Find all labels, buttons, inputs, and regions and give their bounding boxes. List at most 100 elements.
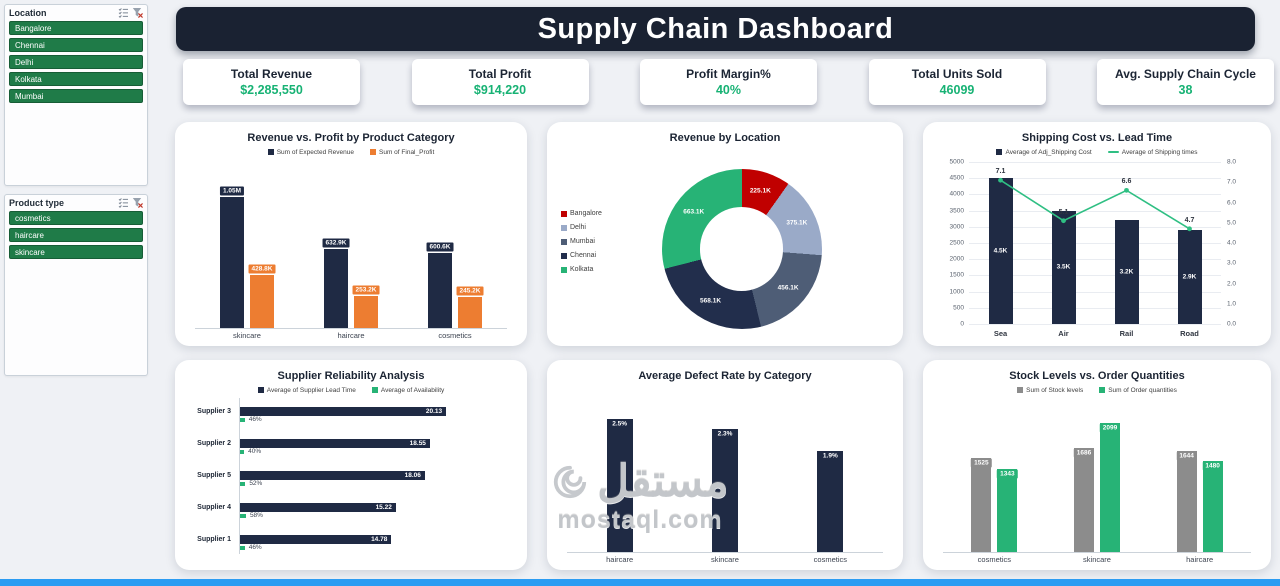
left-axis-tick: 1000 (949, 288, 964, 296)
bar-skincare-sum-of-final-profit (250, 275, 274, 328)
slice-label-delhi: 375.1K (783, 218, 811, 228)
bar-cosmetics-average-of-defect-rates (817, 451, 844, 552)
availability-label: 46% (248, 415, 262, 423)
x-axis-label: haircare (1186, 555, 1214, 564)
y-axis-line (239, 398, 240, 554)
line-point-label: 7.1 (995, 168, 1006, 176)
x-axis-label: Sea (993, 329, 1008, 338)
slicer-header-icons (118, 197, 143, 208)
legend-swatch (257, 387, 264, 393)
availability-bar-supplier-2 (240, 450, 245, 454)
x-axis-label: haircare (606, 555, 634, 564)
chart-card-stock-vs-order: Stock Levels vs. Order Quantities Sum of… (923, 360, 1271, 570)
right-axis-tick: 3.0 (1227, 259, 1237, 267)
bar-value-label: 1686 (1073, 448, 1095, 458)
legend-item-average-of-shipping-times: Average of Shipping times (1107, 149, 1198, 156)
legend-item-bangalore: Bangalore (561, 210, 602, 217)
x-axis-line (195, 328, 507, 329)
chart-card-supplier-reliability: Supplier Reliability Analysis Average of… (175, 360, 527, 570)
kpi-label: Total Revenue (230, 67, 313, 81)
slice-label-chennai: 568.1K (697, 296, 725, 306)
chart-plot: 0 500 1000 1500 2000 2500 3000 3500 4000 4500 5000… (933, 156, 1261, 342)
slicer-item-bangalore[interactable]: Bangalore (9, 21, 143, 35)
multi-select-icon[interactable] (118, 7, 129, 18)
kpi-label: Profit Margin% (686, 67, 771, 81)
x-axis-label: skincare (233, 331, 261, 340)
slicer-location: Location Bangalore Chennai Delhi Kolkata Mumb… (4, 4, 148, 186)
slicer-item-mumbai[interactable]: Mumbai (9, 89, 143, 103)
right-axis-tick: 8.0 (1227, 158, 1237, 166)
chart-legend: Sum of Expected Revenue Sum of Final_Prof… (185, 148, 517, 156)
right-axis-tick: 0.0 (1227, 320, 1237, 328)
slicer-item-cosmetics[interactable]: cosmetics (9, 211, 143, 225)
slicer-item-kolkata[interactable]: Kolkata (9, 72, 143, 86)
kpi-card-total-units-sold: Total Units Sold 46099 (868, 59, 1046, 105)
legend-item-delhi: Delhi (561, 224, 586, 231)
kpi-card-avg-supply-chain-cycle: Avg. Supply Chain Cycle 38 (1097, 59, 1274, 105)
bar-value-label: 14.78 (371, 536, 388, 543)
legend-item-sum-of-order-quantities: Sum of Order quantities (1099, 387, 1177, 394)
slicer-items: Bangalore Chennai Delhi Kolkata Mumbai (5, 19, 147, 108)
bottom-accent-bar (0, 579, 1280, 586)
chart-legend: Bangalore Delhi Mumbai Chennai Kolkata (561, 210, 602, 273)
kpi-label: Total Units Sold (911, 67, 1003, 81)
bar-value-label: 18.06 (404, 472, 421, 479)
x-axis-label: cosmetics (438, 331, 472, 340)
right-axis-tick: 2.0 (1227, 280, 1237, 287)
x-axis-line (567, 552, 883, 553)
chart-plot: Supplier 3 20.13 46% Supplier 2 18.55 40% Supp… (185, 394, 517, 566)
x-axis-label: Air (1058, 329, 1069, 338)
legend-swatch (561, 238, 567, 245)
availability-label: 58% (249, 511, 263, 519)
bar-value-label: 1.9% (819, 451, 841, 461)
legend-item-average-of-availability: Average of Availability (371, 387, 444, 394)
dashboard-title: Supply Chain Dashboard (537, 12, 894, 45)
left-axis-tick: 2000 (949, 255, 964, 263)
lead-time-bar-supplier-3 (240, 407, 447, 416)
left-axis-tick: 3000 (949, 223, 964, 231)
chart-card-revenue-vs-profit: Revenue vs. Profit by Product Category S… (175, 122, 527, 346)
bar-skincare-sum-of-order-quantities (1100, 423, 1120, 552)
clear-filter-icon[interactable] (132, 197, 143, 208)
slicer-item-skincare[interactable]: skincare (9, 245, 143, 259)
line-point-label: 5.1 (1058, 208, 1069, 216)
bar-value-label: 1.05M (219, 186, 245, 196)
kpi-value: $2,285,550 (240, 83, 303, 97)
chart-card-defect-rate: Average Defect Rate by Category Average … (547, 360, 903, 570)
right-axis-tick: 5.0 (1227, 219, 1237, 227)
bar-value-label: 3.5K (1056, 263, 1071, 271)
availability-label: 40% (248, 447, 262, 455)
bar-value-label: 1644 (1176, 451, 1197, 461)
kpi-label: Avg. Supply Chain Cycle (1115, 67, 1256, 81)
y-axis-label: Supplier 1 (197, 536, 231, 543)
shipping-times-line (998, 177, 1192, 232)
slicer-header: Product type (5, 195, 147, 209)
bar-road (1177, 230, 1202, 324)
bar-value-label: 428.8K (248, 264, 276, 274)
gridline (969, 291, 1221, 293)
lead-time-bar-supplier-2 (240, 439, 430, 448)
bar-value-label: 2.3% (714, 429, 736, 439)
donut-hole (700, 207, 784, 291)
x-axis-label: cosmetics (813, 555, 847, 564)
legend-swatch (371, 387, 378, 393)
bar-value-label: 600.6K (426, 242, 454, 252)
left-axis-tick: 4000 (949, 190, 964, 198)
chart-title: Revenue by Location (669, 132, 781, 144)
slicer-item-chennai[interactable]: Chennai (9, 38, 143, 52)
kpi-card-total-profit: Total Profit $914,220 (411, 59, 589, 105)
availability-bar-supplier-1 (240, 546, 245, 550)
multi-select-icon[interactable] (118, 197, 129, 208)
bar-cosmetics-sum-of-order-quantities (997, 469, 1018, 552)
slicer-item-delhi[interactable]: Delhi (9, 55, 143, 69)
dashboard-banner: Supply Chain Dashboard (176, 7, 1255, 51)
slicer-item-haircare[interactable]: haircare (9, 228, 143, 242)
chart-title: Average Defect Rate by Category (638, 370, 812, 382)
chart-title: Supplier Reliability Analysis (277, 370, 425, 382)
charts-grid: Revenue vs. Profit by Product Category S… (175, 122, 1271, 570)
legend-item-average-of-adj-shipping-cost: Average of Adj_Shipping Cost (996, 149, 1092, 156)
legend-swatch (561, 266, 567, 273)
kpi-value: 40% (715, 83, 742, 97)
clear-filter-icon[interactable] (132, 7, 143, 18)
kpi-row: Total Revenue $2,285,550 Total Profit $914,… (183, 59, 1274, 105)
